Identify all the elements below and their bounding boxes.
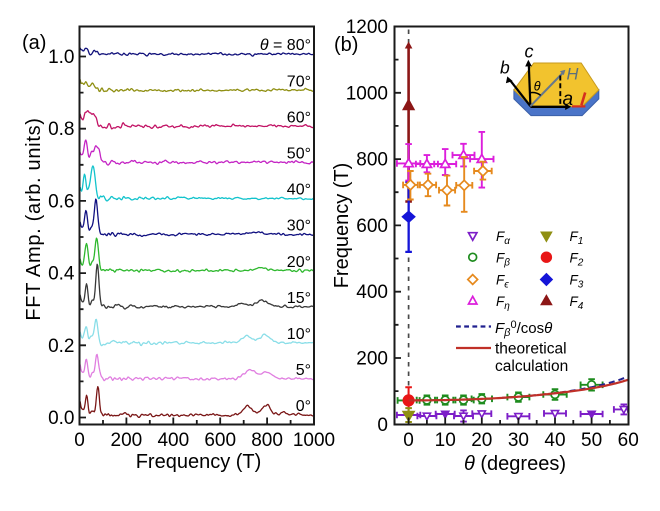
svg-text:60°: 60° [287, 109, 311, 126]
svg-text:0.0: 0.0 [48, 408, 74, 429]
svg-text:0.2: 0.2 [48, 336, 74, 357]
svg-text:0°: 0° [296, 398, 311, 415]
svg-text:b: b [500, 58, 510, 78]
svg-text:1200: 1200 [346, 17, 388, 38]
svg-text:1000: 1000 [293, 430, 335, 451]
svg-text:(b): (b) [334, 34, 358, 56]
svg-text:40°: 40° [287, 182, 311, 199]
svg-text:c: c [525, 42, 534, 62]
svg-text:H: H [567, 66, 579, 84]
svg-text:70°: 70° [287, 73, 311, 90]
svg-text:θ: θ [534, 80, 541, 94]
svg-text:a: a [563, 89, 574, 110]
svg-text:20: 20 [471, 430, 492, 451]
svg-text:40: 40 [544, 430, 565, 451]
svg-text:0: 0 [74, 430, 85, 451]
svg-text:800: 800 [356, 150, 388, 171]
svg-text:10°: 10° [287, 326, 311, 343]
svg-text:10: 10 [435, 430, 456, 451]
svg-text:θ = 80°: θ = 80° [260, 37, 311, 54]
svg-text:0.8: 0.8 [48, 119, 74, 140]
svg-text:60: 60 [618, 430, 639, 451]
svg-text:FFT Amp. (arb. units): FFT Amp. (arb. units) [23, 117, 45, 320]
svg-text:400: 400 [356, 282, 388, 303]
svg-text:θ (degrees): θ (degrees) [464, 453, 566, 475]
svg-text:600: 600 [204, 430, 236, 451]
svg-text:Fβ0/cosθ: Fβ0/cosθ [495, 319, 552, 339]
svg-text:50°: 50° [287, 146, 311, 163]
svg-text:Frequency (T): Frequency (T) [136, 451, 262, 473]
svg-text:200: 200 [356, 349, 388, 370]
svg-text:1000: 1000 [346, 83, 388, 104]
svg-text:calculation: calculation [495, 358, 568, 375]
svg-text:600: 600 [356, 216, 388, 237]
svg-text:30°: 30° [287, 218, 311, 235]
svg-text:200: 200 [111, 430, 143, 451]
svg-text:0.4: 0.4 [48, 264, 75, 285]
svg-text:20°: 20° [287, 254, 311, 271]
svg-text:800: 800 [251, 430, 283, 451]
svg-text:30: 30 [508, 430, 529, 451]
svg-text:theoretical: theoretical [495, 341, 567, 358]
svg-text:0: 0 [377, 415, 388, 436]
svg-text:0: 0 [403, 430, 414, 451]
svg-text:5°: 5° [296, 362, 311, 379]
svg-text:400: 400 [157, 430, 189, 451]
svg-text:50: 50 [581, 430, 602, 451]
svg-text:0.6: 0.6 [48, 191, 74, 212]
svg-text:(a): (a) [22, 32, 46, 54]
svg-text:1.0: 1.0 [48, 47, 74, 68]
svg-text:15°: 15° [287, 290, 311, 307]
svg-text:Frequency (T): Frequency (T) [331, 163, 353, 289]
